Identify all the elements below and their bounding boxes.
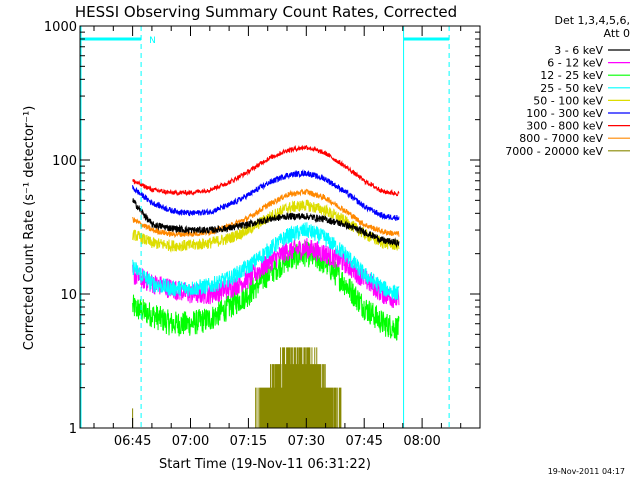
legend-header: Det 1,3,4,5,6, bbox=[554, 14, 630, 27]
x-tick-label: 07:45 bbox=[345, 434, 382, 449]
x-axis-label: Start Time (19-Nov-11 06:31:22) bbox=[159, 457, 371, 472]
legend-label: 50 - 100 keV bbox=[533, 94, 603, 107]
series-line-2 bbox=[132, 241, 400, 341]
legend-label: 12 - 25 keV bbox=[540, 69, 603, 82]
y-tick-label: 1 bbox=[69, 422, 77, 437]
y-axis-label: Corrected Count Rate (s⁻¹ detector⁻¹) bbox=[22, 106, 37, 351]
x-tick-label: 07:15 bbox=[230, 434, 267, 449]
legend-label: 300 - 800 keV bbox=[526, 120, 603, 133]
axes: 1 10 100 1000 06:45 07:00 07:15 07:30 07:45 08:00 bbox=[44, 20, 481, 449]
series-line-5 bbox=[132, 168, 400, 221]
series-line-8 bbox=[132, 347, 342, 428]
legend-label: 800 - 7000 keV bbox=[519, 132, 603, 145]
series-line-4 bbox=[132, 199, 400, 253]
x-tick-label: 07:30 bbox=[288, 434, 325, 449]
chart-title: HESSI Observing Summary Count Rates, Cor… bbox=[75, 3, 457, 21]
x-tick-label: 06:45 bbox=[114, 434, 151, 449]
footer-timestamp: 19-Nov-2011 04:17 bbox=[548, 467, 625, 476]
series-line-7 bbox=[132, 188, 400, 239]
legend-label: 3 - 6 keV bbox=[554, 44, 603, 57]
x-tick-label: 08:00 bbox=[403, 434, 440, 449]
series-line-3 bbox=[132, 222, 400, 301]
x-tick-label: 07:00 bbox=[172, 434, 209, 449]
y-tick-label: 1000 bbox=[44, 20, 77, 35]
night-marker-label: N bbox=[149, 36, 156, 46]
y-tick-label: 100 bbox=[52, 154, 77, 169]
series-line-6 bbox=[132, 144, 400, 197]
legend-label: 25 - 50 keV bbox=[540, 82, 603, 95]
legend-header: Att 0 bbox=[604, 27, 630, 40]
plot-area: N bbox=[80, 26, 450, 428]
y-tick-label: 10 bbox=[60, 288, 77, 303]
legend-label: 7000 - 20000 keV bbox=[505, 145, 603, 158]
plot-frame bbox=[79, 25, 481, 429]
legend-label: 6 - 12 keV bbox=[547, 57, 603, 70]
legend-label: 100 - 300 keV bbox=[526, 107, 603, 120]
series-line-0 bbox=[132, 198, 400, 249]
